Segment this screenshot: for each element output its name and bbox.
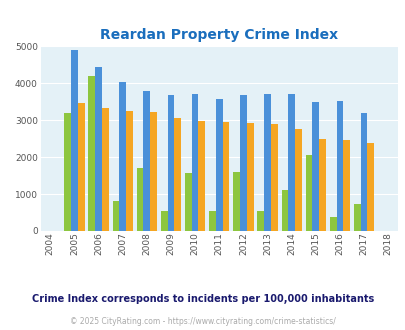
- Bar: [209, 211, 215, 231]
- Bar: [143, 91, 150, 231]
- Bar: [288, 93, 294, 231]
- Bar: [336, 101, 343, 231]
- Bar: [222, 122, 229, 231]
- Bar: [305, 155, 312, 231]
- Bar: [215, 99, 222, 231]
- Bar: [343, 140, 349, 231]
- Bar: [126, 111, 132, 231]
- Bar: [270, 124, 277, 231]
- Text: © 2025 CityRating.com - https://www.cityrating.com/crime-statistics/: © 2025 CityRating.com - https://www.city…: [70, 317, 335, 326]
- Bar: [174, 118, 181, 231]
- Bar: [318, 139, 325, 231]
- Bar: [367, 143, 373, 231]
- Bar: [312, 102, 318, 231]
- Bar: [64, 113, 71, 231]
- Bar: [150, 112, 157, 231]
- Bar: [257, 211, 264, 231]
- Bar: [198, 121, 205, 231]
- Bar: [281, 190, 288, 231]
- Bar: [78, 104, 84, 231]
- Bar: [185, 173, 191, 231]
- Bar: [360, 114, 367, 231]
- Bar: [88, 76, 95, 231]
- Bar: [232, 172, 239, 231]
- Bar: [264, 93, 270, 231]
- Text: Crime Index corresponds to incidents per 100,000 inhabitants: Crime Index corresponds to incidents per…: [32, 294, 373, 304]
- Bar: [191, 93, 198, 231]
- Bar: [102, 108, 109, 231]
- Title: Reardan Property Crime Index: Reardan Property Crime Index: [100, 28, 337, 42]
- Bar: [95, 67, 102, 231]
- Bar: [246, 123, 253, 231]
- Bar: [71, 50, 78, 231]
- Bar: [119, 82, 126, 231]
- Bar: [136, 168, 143, 231]
- Bar: [239, 95, 246, 231]
- Bar: [160, 211, 167, 231]
- Bar: [294, 129, 301, 231]
- Bar: [167, 95, 174, 231]
- Bar: [112, 201, 119, 231]
- Bar: [353, 204, 360, 231]
- Bar: [329, 217, 336, 231]
